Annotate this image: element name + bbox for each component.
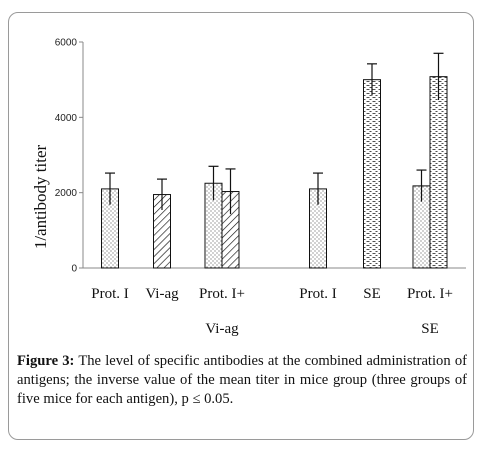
- x-tick-label-line2: SE: [421, 321, 439, 337]
- x-tick-label: Prot. I: [91, 286, 129, 302]
- y-tick-label: 4000: [55, 113, 78, 124]
- x-tick-label: Prot. I+: [407, 286, 453, 302]
- figure-frame: [8, 12, 474, 440]
- caption-label: Figure 3:: [17, 353, 75, 369]
- y-tick-label: 6000: [55, 38, 78, 49]
- y-axis-label: 1/antibody titer: [31, 144, 50, 249]
- y-tick-label: 2000: [55, 188, 78, 199]
- figure-caption: Figure 3: The level of specific antibodi…: [17, 352, 467, 409]
- caption-text: The level of specific antibodies at the …: [17, 353, 467, 407]
- x-tick-label: Prot. I: [299, 286, 337, 302]
- bar-chart: 0 2000 4000 6000 Prot. I Vi-ag Prot. I+ Vi-ag P…: [31, 38, 466, 337]
- x-tick-label: Vi-ag: [145, 286, 179, 302]
- bar: [429, 76, 448, 269]
- y-tick-label: 0: [71, 264, 77, 275]
- bar: [363, 79, 381, 269]
- x-tick-label: SE: [363, 286, 381, 302]
- x-tick-label: Prot. I+: [199, 286, 245, 302]
- x-tick-label-line2: Vi-ag: [205, 321, 239, 337]
